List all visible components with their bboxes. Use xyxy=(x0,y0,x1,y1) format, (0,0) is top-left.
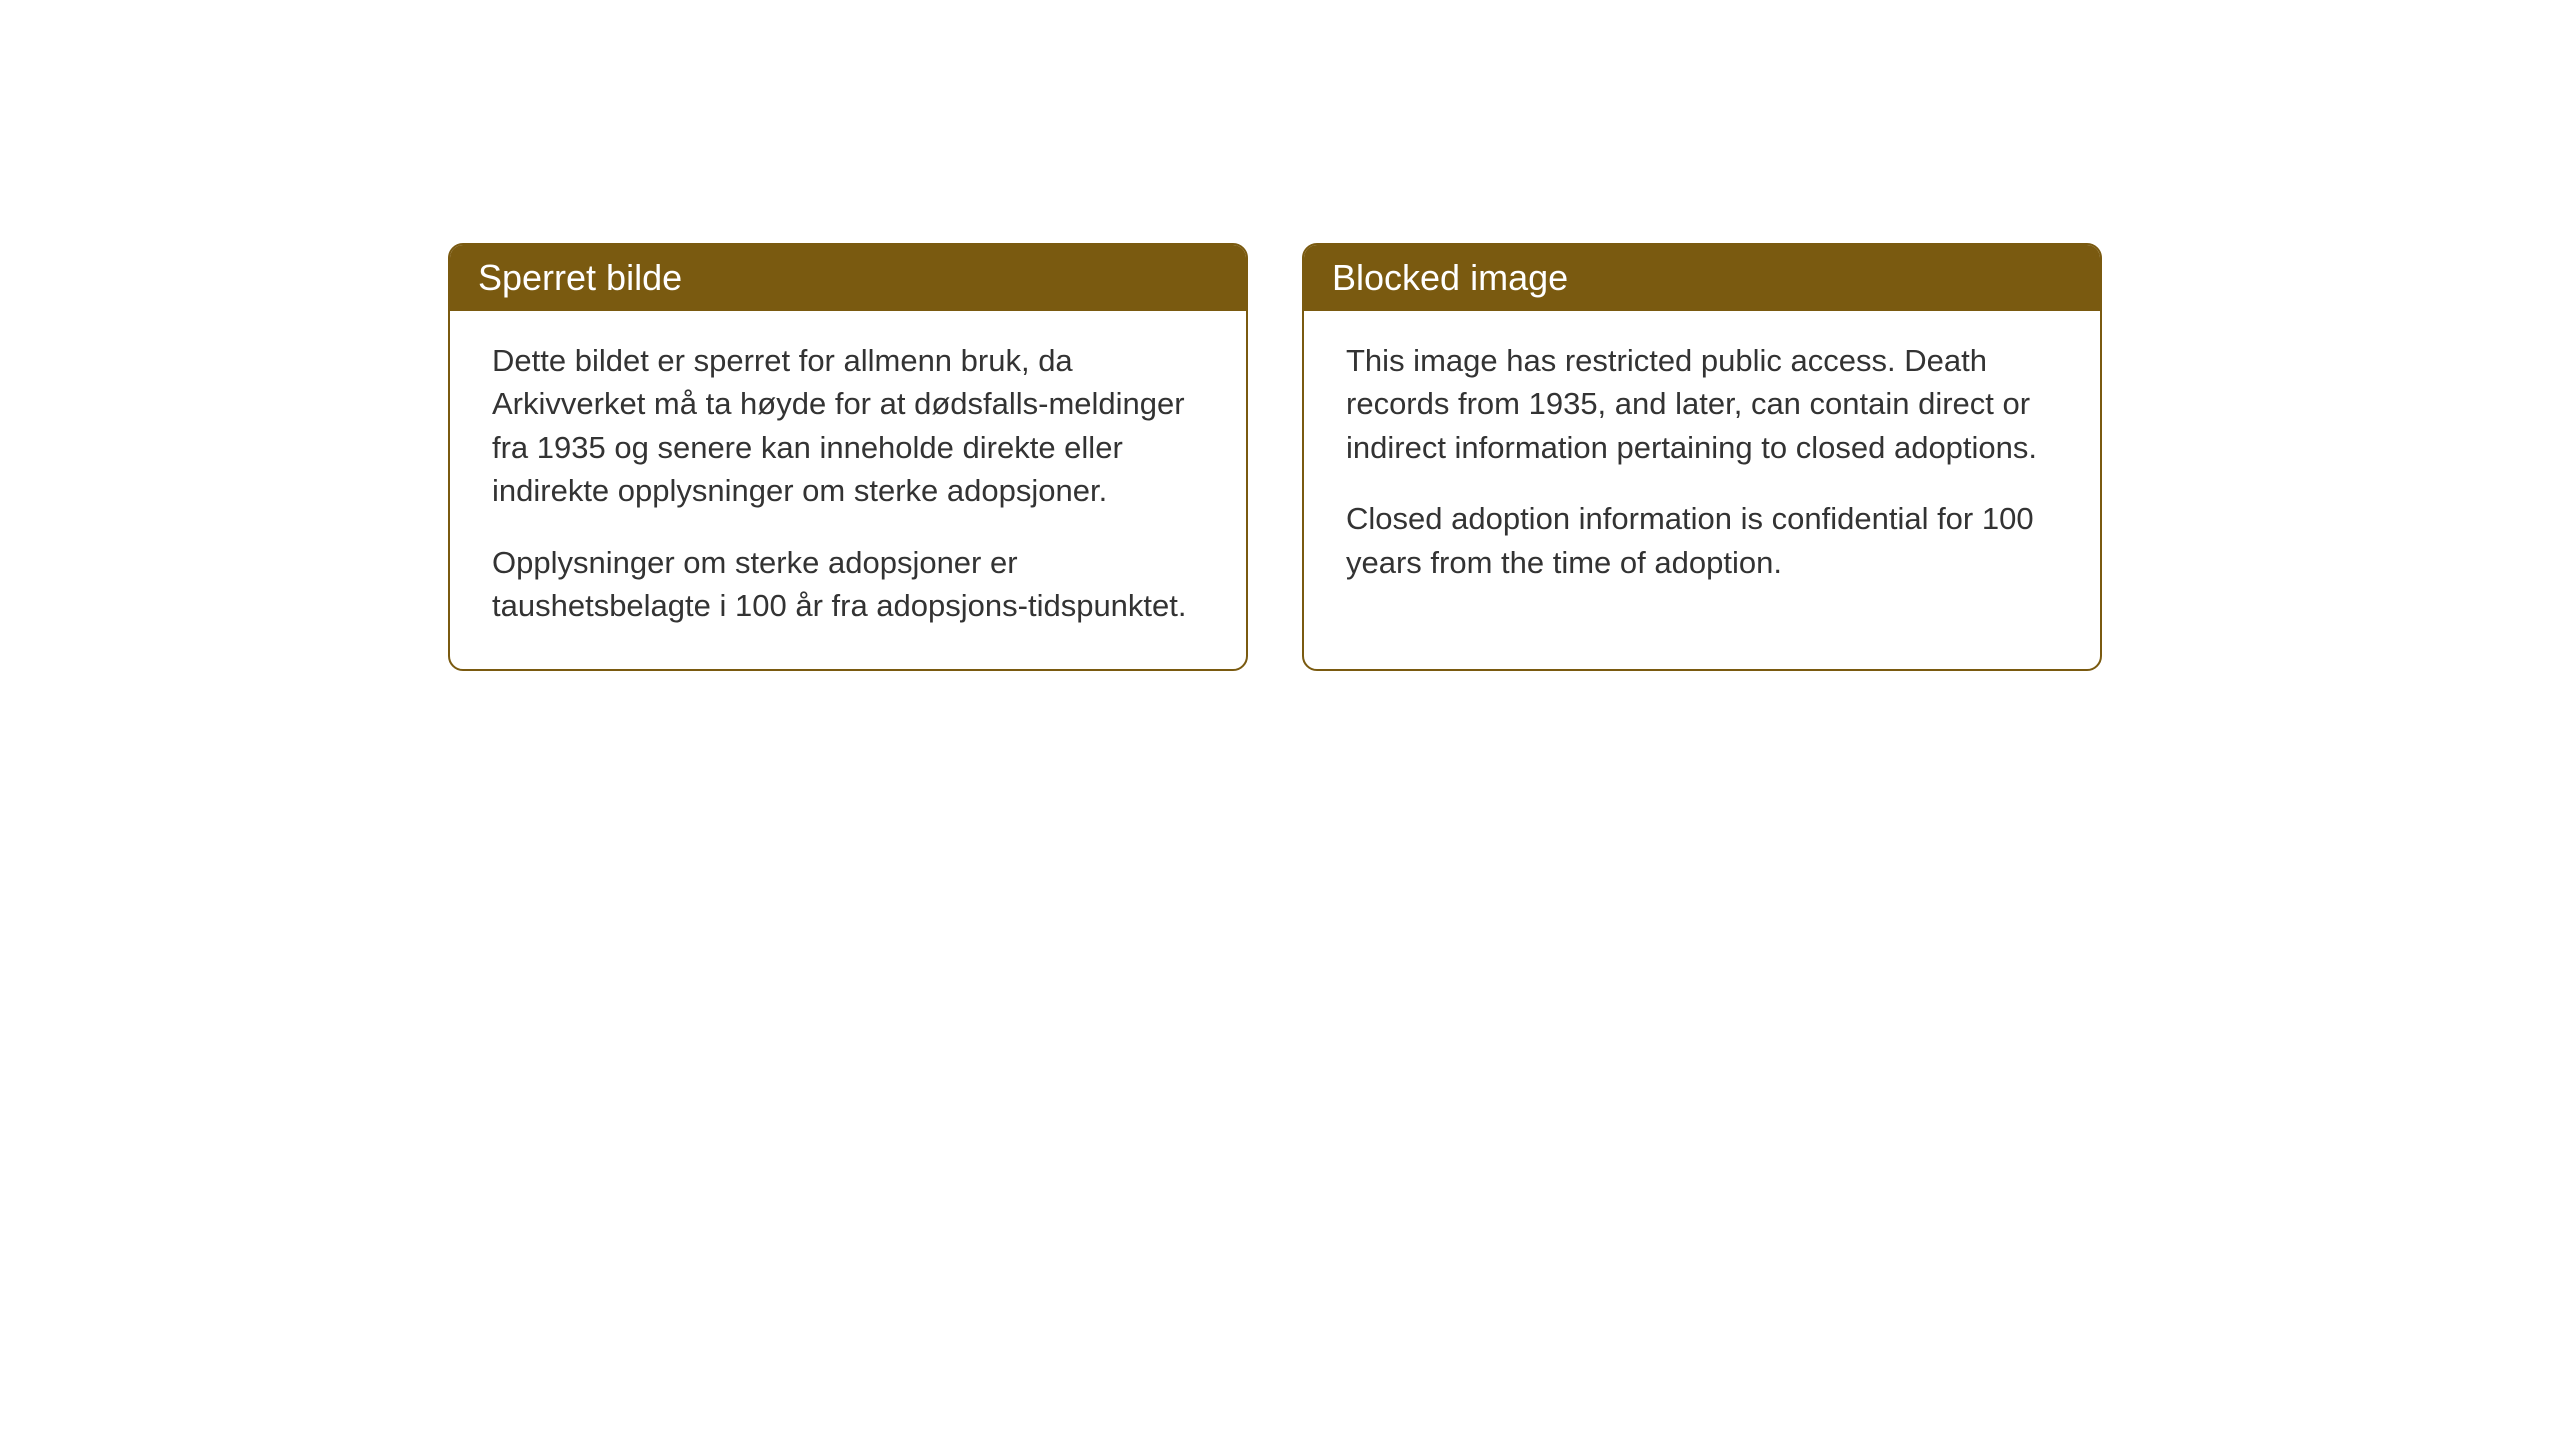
notice-card-english: Blocked image This image has restricted … xyxy=(1302,243,2102,671)
notice-card-norwegian: Sperret bilde Dette bildet er sperret fo… xyxy=(448,243,1248,671)
paragraph-english-2: Closed adoption information is confident… xyxy=(1346,497,2058,584)
card-header-norwegian: Sperret bilde xyxy=(450,245,1246,311)
card-body-english: This image has restricted public access.… xyxy=(1304,311,2100,626)
paragraph-norwegian-1: Dette bildet er sperret for allmenn bruk… xyxy=(492,339,1204,513)
paragraph-english-1: This image has restricted public access.… xyxy=(1346,339,2058,469)
card-header-english: Blocked image xyxy=(1304,245,2100,311)
paragraph-norwegian-2: Opplysninger om sterke adopsjoner er tau… xyxy=(492,541,1204,628)
card-body-norwegian: Dette bildet er sperret for allmenn bruk… xyxy=(450,311,1246,669)
notice-cards-container: Sperret bilde Dette bildet er sperret fo… xyxy=(448,243,2102,671)
